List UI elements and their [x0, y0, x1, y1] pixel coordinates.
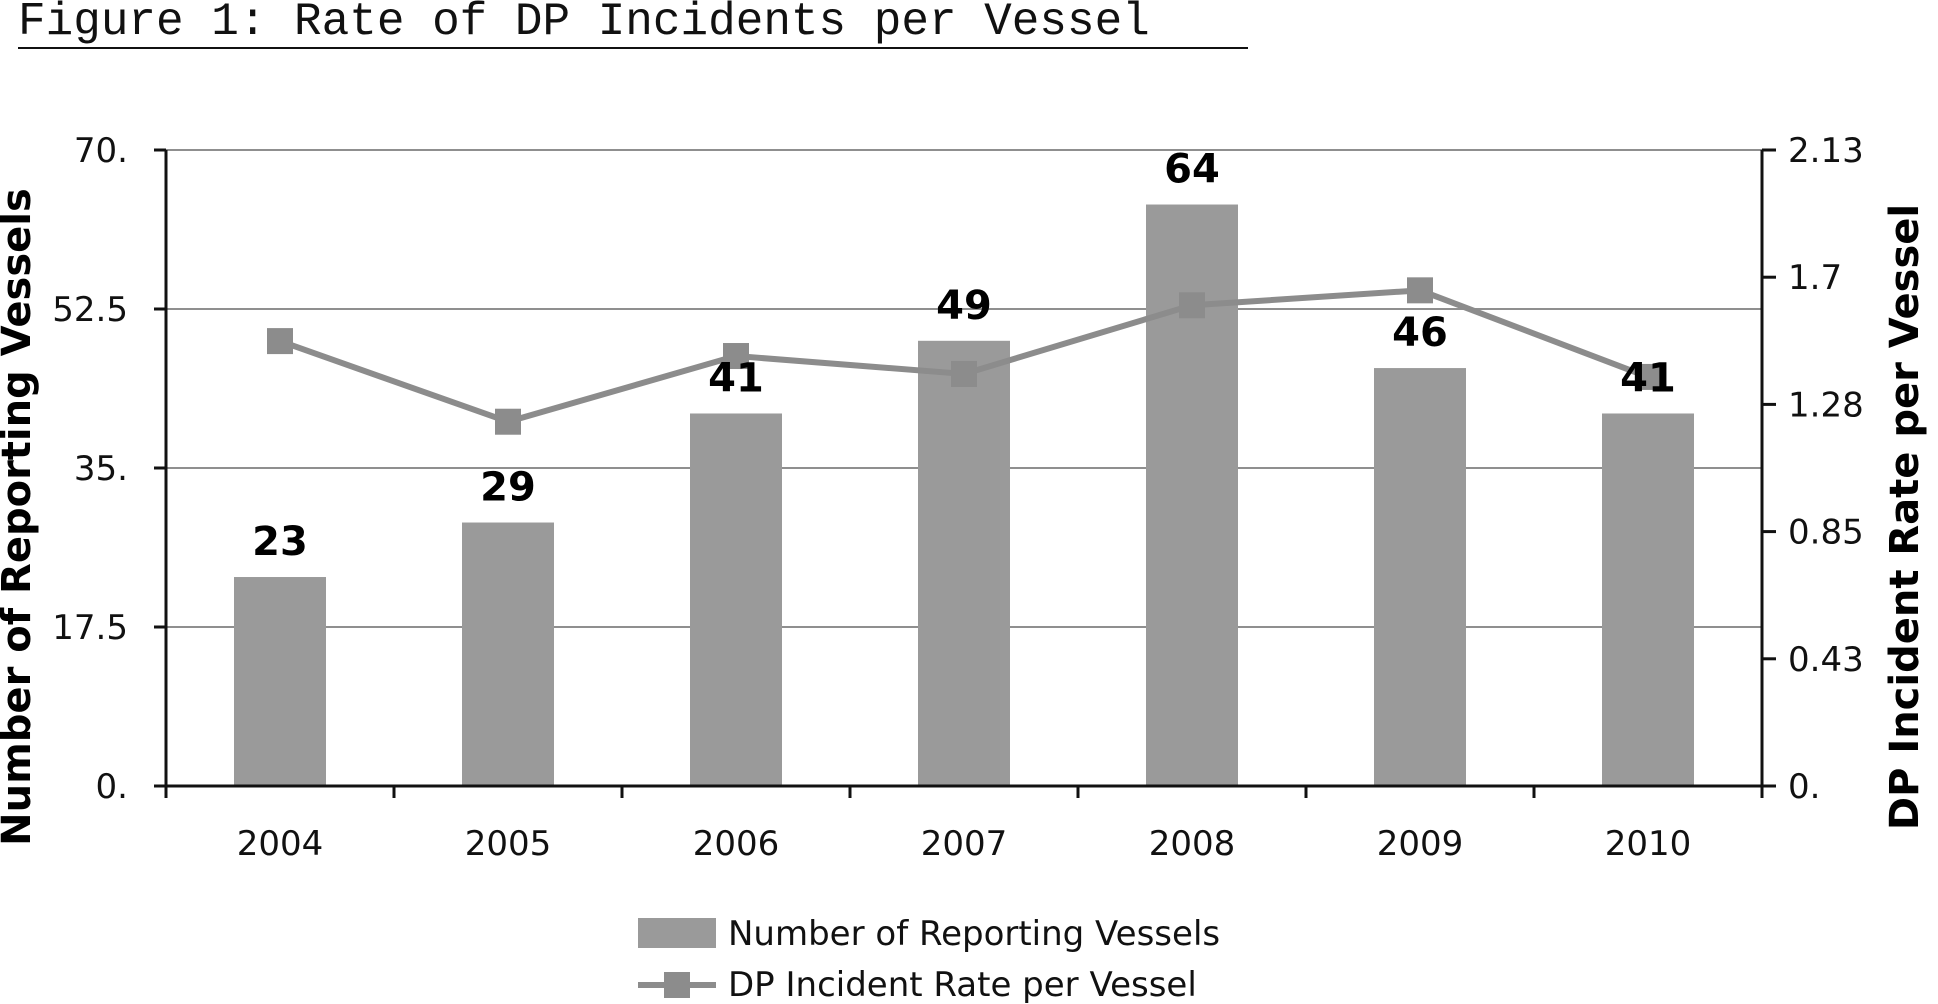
- y2-axis-title: DP Incident Rate per Vessel: [1882, 204, 1928, 830]
- rate-marker-2005: [495, 408, 521, 435]
- bar-2010: [1602, 413, 1694, 786]
- figure-title: Figure 1: Rate of DP Incidents per Vesse…: [18, 0, 1150, 48]
- bar-value-label-2006: 41: [708, 355, 764, 401]
- bar-2008: [1146, 204, 1238, 786]
- y2-tick-label: 0.43: [1788, 640, 1864, 680]
- axes: 0. 17.5 35. 52.5 70. 0. 0.43 0.85 1.28 1.7 2.13 200…: [52, 131, 1863, 864]
- y2-tick-label: 0.: [1788, 767, 1820, 807]
- bar-value-label-2008: 64: [1164, 147, 1220, 193]
- legend-bar-swatch: [638, 918, 716, 948]
- bar-value-label-2005: 29: [480, 465, 536, 511]
- legend-line-label: DP Incident Rate per Vessel: [728, 965, 1197, 1004]
- y2-tick-label: 0.85: [1788, 513, 1864, 553]
- rate-marker-2010: [1635, 363, 1661, 390]
- x-tick-label: 2009: [1377, 824, 1464, 864]
- bar-value-label-2009: 46: [1392, 310, 1448, 356]
- y2-tick-label: 1.7: [1788, 258, 1842, 298]
- y2-tick-label: 1.28: [1788, 385, 1864, 425]
- y-tick-label: 17.5: [52, 608, 128, 648]
- legend-line-marker: [664, 972, 690, 998]
- rate-marker-2006: [723, 343, 749, 370]
- rate-marker-2008: [1179, 292, 1205, 319]
- y2-tick-label: 2.13: [1788, 131, 1864, 171]
- y-tick-label: 70.: [74, 131, 128, 171]
- bar-series: [234, 204, 1694, 786]
- bar-value-label-2004: 23: [252, 519, 308, 565]
- x-tick-label: 2005: [465, 824, 552, 864]
- y-axis-title: Number of Reporting Vessels: [0, 188, 40, 846]
- y-tick-label: 35.: [74, 449, 128, 489]
- x-tick-label: 2004: [237, 824, 324, 864]
- bar-value-label-2010: 41: [1620, 355, 1676, 401]
- x-tick-label: 2008: [1149, 824, 1236, 864]
- data-labels: 23 29 41 49 64 46 41: [252, 147, 1676, 566]
- legend-bar-label: Number of Reporting Vessels: [728, 914, 1220, 954]
- x-tick-label: 2007: [921, 824, 1008, 864]
- rate-marker-2009: [1407, 277, 1433, 304]
- bar-2007: [918, 340, 1010, 786]
- rate-marker-2004: [267, 328, 293, 355]
- y-tick-label: 0.: [96, 767, 128, 807]
- x-tick-label: 2006: [693, 824, 780, 864]
- y-tick-label: 52.5: [52, 290, 128, 330]
- bar-2004: [234, 577, 326, 786]
- rate-marker-2007: [951, 360, 977, 387]
- bar-value-label-2007: 49: [936, 283, 992, 329]
- line-series: [267, 277, 1661, 435]
- bar-2005: [462, 522, 554, 786]
- bar-2009: [1374, 368, 1466, 786]
- legend: Number of Reporting Vessels DP Incident …: [638, 914, 1220, 1004]
- bar-2006: [690, 413, 782, 786]
- x-tick-label: 2010: [1605, 824, 1692, 864]
